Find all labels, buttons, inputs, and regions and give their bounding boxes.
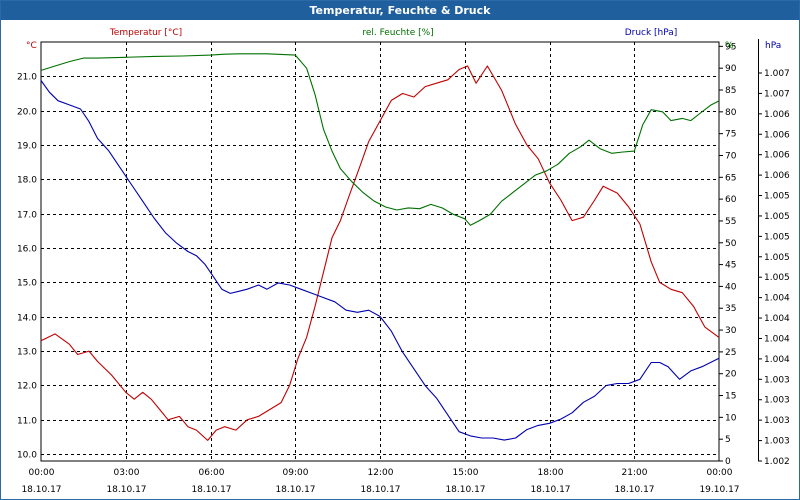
humidity-tick-label: 25 xyxy=(725,348,736,358)
pressure-tick-label: 1.005 xyxy=(764,253,790,263)
x-tick-time: 03:00 xyxy=(114,468,140,478)
pressure-tick-label: 1.004 xyxy=(764,294,790,304)
humidity-tick-label: 75 xyxy=(725,130,736,140)
humidity-tick-label: 50 xyxy=(725,239,737,249)
humidity-tick-label: 80 xyxy=(725,108,737,118)
humidity-tick-label: 65 xyxy=(725,173,736,183)
humidity-tick-label: 0 xyxy=(725,457,731,467)
temperature-tick-label: 15.0 xyxy=(17,279,37,289)
pressure-tick-label: 1.004 xyxy=(764,314,790,324)
humidity-tick-label: 90 xyxy=(725,64,737,74)
temperature-tick-label: 12.0 xyxy=(17,382,37,392)
chart-canvas: 00:00 18.10.17 03:00 18.10.17 06:00 18.10.17 0… xyxy=(17,28,790,495)
pressure-tick-label: 1.005 xyxy=(764,192,790,202)
temperature-tick-label: 16.0 xyxy=(17,245,37,255)
window-title: Temperatur, Feuchte & Druck xyxy=(1,1,799,20)
pressure-tick-label: 1.003 xyxy=(764,416,790,426)
x-tick-date: 18.10.17 xyxy=(445,485,485,495)
pressure-tick-label: 1.003 xyxy=(764,396,790,406)
humidity-tick-label: 70 xyxy=(725,151,737,161)
pressure-tick-label: 1.004 xyxy=(764,334,790,344)
pressure-tick-label: 1.007 xyxy=(764,89,790,99)
humidity-tick-label: 95 xyxy=(725,42,736,52)
temperature-tick-label: 20.0 xyxy=(17,108,37,118)
pressure-axis-title: Druck [hPa] xyxy=(625,28,678,38)
temperature-unit-label: °C xyxy=(26,41,37,51)
pressure-tick-label: 1.006 xyxy=(764,171,790,181)
pressure-tick-label: 1.005 xyxy=(764,273,790,283)
x-tick-time: 18:00 xyxy=(538,468,564,478)
temperature-tick-label: 10.0 xyxy=(17,451,37,461)
x-tick-date: 18.10.17 xyxy=(360,485,400,495)
x-tick-time: 00:00 xyxy=(29,468,55,478)
pressure-tick-label: 1.006 xyxy=(764,151,790,161)
x-tick-date: 18.10.17 xyxy=(275,485,315,495)
humidity-tick-label: 60 xyxy=(725,195,737,205)
x-tick-time: 21:00 xyxy=(622,468,648,478)
pressure-unit-label: hPa xyxy=(765,41,781,51)
series-line-humidity xyxy=(40,53,720,226)
x-tick-date: 18.10.17 xyxy=(21,485,61,495)
humidity-tick-label: 20 xyxy=(725,370,737,380)
humidity-tick-label: 85 xyxy=(725,86,736,96)
temperature-tick-label: 14.0 xyxy=(17,314,37,324)
x-tick-time: 12:00 xyxy=(368,468,394,478)
humidity-tick-label: 15 xyxy=(725,392,736,402)
x-tick-date: 18.10.17 xyxy=(191,485,231,495)
pressure-tick-label: 1.007 xyxy=(764,69,790,79)
x-tick-date: 18.10.17 xyxy=(530,485,570,495)
pressure-tick-label: 1.006 xyxy=(764,110,790,120)
temperature-tick-label: 17.0 xyxy=(17,211,37,221)
x-tick-time: 00:00 xyxy=(707,468,733,478)
humidity-tick-label: 55 xyxy=(725,217,736,227)
humidity-tick-label: 10 xyxy=(725,413,737,423)
series-line-temperature xyxy=(40,65,720,441)
x-tick-time: 06:00 xyxy=(199,468,225,478)
humidity-tick-label: 45 xyxy=(725,261,736,271)
pressure-tick-label: 1.005 xyxy=(764,232,790,242)
x-tick-date: 19.10.17 xyxy=(699,485,739,495)
temperature-tick-label: 18.0 xyxy=(17,176,37,186)
pressure-tick-label: 1.003 xyxy=(764,437,790,447)
humidity-tick-label: 5 xyxy=(725,435,731,445)
pressure-tick-label: 1.004 xyxy=(764,355,790,365)
temperature-tick-label: 11.0 xyxy=(17,417,37,427)
temperature-axis-title: Temperatur [°C] xyxy=(109,28,182,38)
pressure-tick-label: 1.003 xyxy=(764,375,790,385)
temperature-tick-label: 19.0 xyxy=(17,142,37,152)
temperature-tick-label: 21.0 xyxy=(17,73,37,83)
x-tick-time: 09:00 xyxy=(283,468,309,478)
pressure-tick-label: 1.002 xyxy=(764,457,790,467)
pressure-tick-label: 1.005 xyxy=(764,212,790,222)
humidity-tick-label: 30 xyxy=(725,326,737,336)
x-tick-date: 18.10.17 xyxy=(614,485,654,495)
series-line-pressure xyxy=(40,80,720,441)
temperature-tick-label: 13.0 xyxy=(17,348,37,358)
x-tick-time: 15:00 xyxy=(453,468,479,478)
humidity-tick-label: 40 xyxy=(725,282,737,292)
x-tick-date: 18.10.17 xyxy=(106,485,146,495)
pressure-tick-label: 1.006 xyxy=(764,130,790,140)
humidity-unit-label: % xyxy=(725,41,734,51)
humidity-axis-title: rel. Feuchte [%] xyxy=(362,28,433,38)
humidity-tick-label: 35 xyxy=(725,304,736,314)
